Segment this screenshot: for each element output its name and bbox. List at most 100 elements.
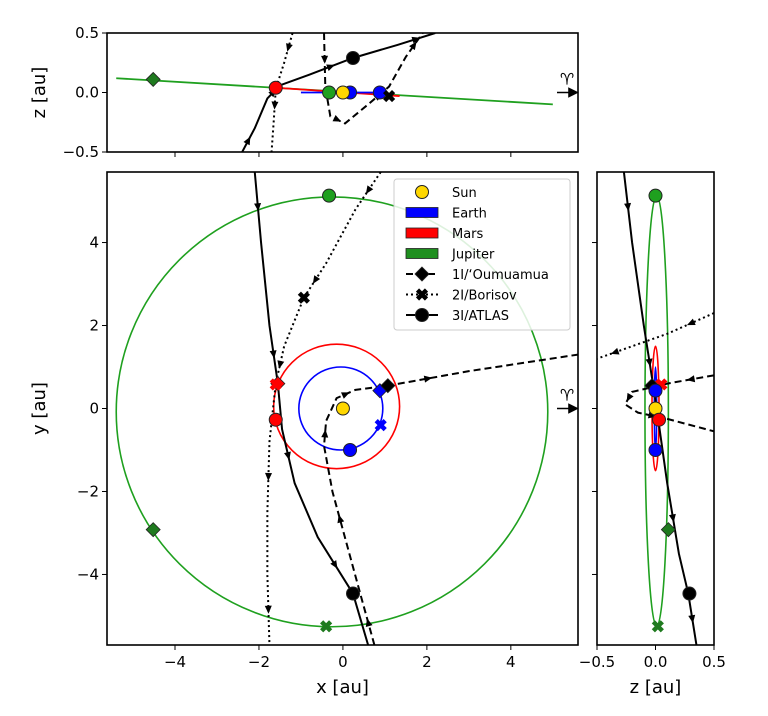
direction-arrow xyxy=(668,513,676,523)
direction-arrow xyxy=(330,560,338,569)
trajectory-dashed xyxy=(323,33,424,125)
direction-arrow xyxy=(284,451,291,461)
vernal-equinox-arrow xyxy=(557,87,579,98)
trajectory-dashed xyxy=(323,353,578,645)
legend-label: Earth xyxy=(452,207,487,222)
direction-arrow xyxy=(365,618,373,627)
legend-entry: Jupiter xyxy=(405,248,495,263)
marker-mars xyxy=(269,378,282,391)
legend-marker xyxy=(415,288,429,301)
direction-arrow xyxy=(409,41,417,51)
marker-1i-oumuamua xyxy=(380,378,396,394)
marker-2i-borisov xyxy=(297,291,310,304)
direction-arrow xyxy=(365,185,374,194)
marker-body xyxy=(648,442,663,457)
legend-label: Mars xyxy=(452,227,484,242)
y-tick-label: −4 xyxy=(77,565,99,583)
marker-earth xyxy=(343,442,358,457)
legend-patch xyxy=(405,248,439,259)
panel-main: −4 −2 0 2 4 −4 −2 0 2 4 x [au] y [au] ♈ Sun Earth Mars J… xyxy=(29,171,579,698)
trajectory-dotted xyxy=(270,33,294,152)
orbit-earth xyxy=(298,366,384,451)
direction-arrow xyxy=(264,605,272,614)
y-tick-label: 4 xyxy=(89,234,99,252)
direction-arrow xyxy=(271,101,279,110)
legend-entry: 3I/ATLAS xyxy=(406,308,509,324)
vernal-equinox-arrow xyxy=(557,403,579,414)
plot-area xyxy=(115,172,578,645)
direction-arrow xyxy=(277,360,285,369)
direction-arrow xyxy=(337,514,345,524)
marker-body xyxy=(648,383,663,398)
legend-label: Sun xyxy=(452,186,477,201)
x-tick-label: 0.5 xyxy=(702,653,726,671)
marker-body xyxy=(660,522,676,538)
legend-label: 1I/‘Oumuamua xyxy=(452,268,549,283)
marker-body xyxy=(651,620,664,633)
marker-body xyxy=(383,89,396,103)
direction-arrow xyxy=(686,375,696,383)
marker-3i-atlas xyxy=(345,586,360,601)
x-tick-label: 0.0 xyxy=(644,653,668,671)
legend-entry: Earth xyxy=(405,207,487,222)
x-tick-label: 2 xyxy=(422,653,432,671)
direction-arrow xyxy=(340,392,350,399)
trajectory-solid xyxy=(253,172,370,645)
direction-arrow xyxy=(286,43,293,52)
legend-patch xyxy=(405,227,439,239)
direction-arrow xyxy=(312,275,321,284)
direction-arrow xyxy=(326,64,335,72)
direction-arrow xyxy=(269,350,277,359)
direction-arrow xyxy=(423,375,433,383)
x-tick-label: −0.5 xyxy=(579,653,615,671)
aries-symbol: ♈ xyxy=(560,386,574,405)
x-tick-label: −4 xyxy=(164,653,186,671)
y-tick-label: 0.0 xyxy=(75,84,99,102)
direction-arrow xyxy=(645,358,653,367)
x-axis-label: x [au] xyxy=(316,677,369,698)
marker-sun xyxy=(335,401,350,416)
direction-arrow xyxy=(626,392,634,402)
marker-body xyxy=(648,188,663,203)
marker-earth xyxy=(374,419,387,432)
trajectory-solid xyxy=(241,33,436,152)
trajectory-solid xyxy=(622,172,698,645)
y-tick-label: −2 xyxy=(77,482,99,500)
legend-label: 3I/ATLAS xyxy=(452,309,509,324)
trajectory-dotted xyxy=(266,172,382,645)
legend-label: 2I/Borisov xyxy=(452,289,517,304)
y-tick-label: 0.5 xyxy=(75,24,99,42)
marker-jupiter xyxy=(320,620,333,633)
y-axis-label: z [au] xyxy=(29,67,50,119)
y-tick-label: −0.5 xyxy=(63,143,99,161)
direction-arrow xyxy=(254,202,262,212)
legend: Sun Earth Mars Jupiter 1I/‘Oumuamua 2I/Boriso… xyxy=(393,178,571,331)
aries-symbol: ♈ xyxy=(560,70,574,89)
x-tick-label: 4 xyxy=(506,653,516,671)
marker-body xyxy=(322,85,337,100)
marker-body xyxy=(268,80,283,95)
legend-entry: 1I/‘Oumuamua xyxy=(406,266,549,283)
legend-entry: Mars xyxy=(405,227,484,242)
direction-arrow xyxy=(321,429,329,438)
direction-arrow xyxy=(686,318,696,326)
legend-entry: Sun xyxy=(415,185,477,201)
marker-body xyxy=(145,71,161,87)
marker-jupiter xyxy=(322,188,337,203)
direction-arrow xyxy=(624,202,632,212)
y-tick-label: 0 xyxy=(89,400,99,418)
direction-arrow xyxy=(321,55,329,64)
plot-area xyxy=(116,33,553,152)
x-axis-label: z [au] xyxy=(630,677,682,698)
direction-arrow xyxy=(610,347,620,355)
marker-jupiter xyxy=(145,522,161,538)
x-tick-label: −2 xyxy=(248,653,270,671)
legend-label: Jupiter xyxy=(451,248,495,263)
legend-marker xyxy=(414,266,430,282)
marker-body xyxy=(335,85,350,100)
legend-sun-icon xyxy=(415,185,429,199)
marker-body xyxy=(682,586,697,601)
direction-arrow xyxy=(332,114,342,122)
marker-body xyxy=(652,412,667,427)
